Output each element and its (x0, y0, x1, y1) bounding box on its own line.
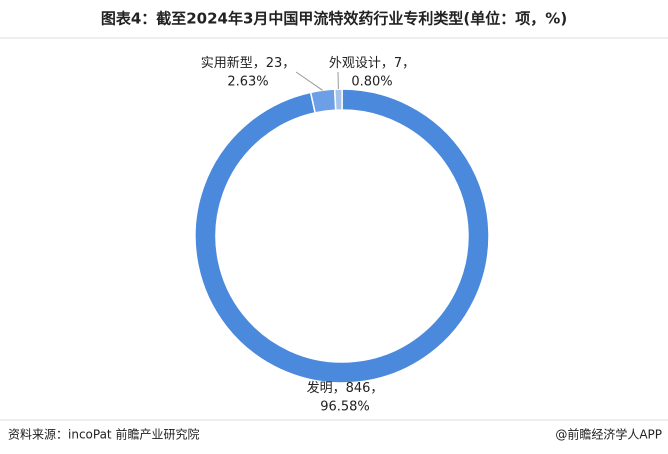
credit: @前瞻经济学人APP (555, 427, 662, 442)
donut-slice (194, 88, 490, 384)
donut-slice (309, 88, 337, 114)
chart-title: 图表4：截至2024年3月中国甲流特效药行业专利类型(单位：项，%) (101, 10, 567, 28)
value-label: ，846， (333, 381, 384, 396)
data-label: 发明，846， (307, 380, 384, 396)
data-label: 外观设计，7， (329, 56, 415, 71)
leader-line (295, 71, 323, 91)
category-label: 外观设计 (329, 56, 381, 71)
value-label: ，7， (381, 56, 415, 71)
percentage-label: 0.80% (351, 75, 392, 90)
percentage-label: 96.58% (320, 400, 370, 415)
category-label: 发明 (307, 380, 333, 396)
category-label: 实用新型 (201, 55, 253, 71)
value-label: ，23， (253, 56, 296, 71)
percentage-label: 2.63% (227, 75, 268, 90)
source: 资料来源：incoPat 前瞻产业研究院 (8, 427, 199, 442)
data-label: 实用新型，23， (201, 55, 296, 71)
donut-slice (333, 88, 343, 111)
